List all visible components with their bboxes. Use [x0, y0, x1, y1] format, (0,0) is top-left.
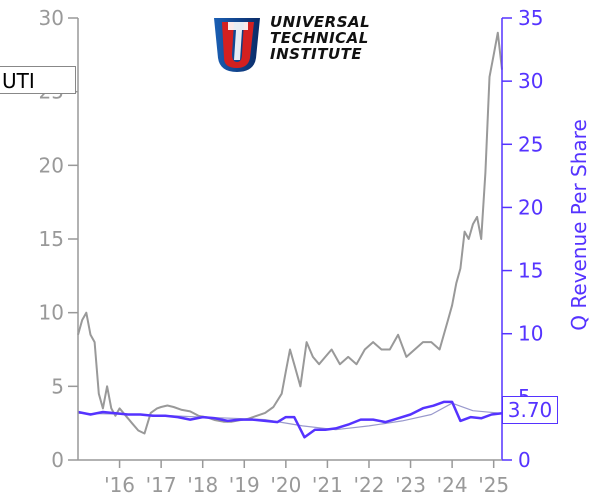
price-series: [77, 31, 503, 435]
x-tick-label: '17: [146, 473, 177, 497]
logo-wordmark: UNIVERSAL TECHNICAL INSTITUTE: [270, 14, 370, 62]
x-tick-label: '21: [312, 473, 343, 497]
right-y-axis: 05101520253035: [501, 6, 543, 472]
x-tick-label: '16: [104, 473, 135, 497]
left-tick-label: 15: [39, 227, 64, 251]
left-tick-label: 20: [39, 153, 64, 177]
logo-line-1: UNIVERSAL: [270, 13, 371, 31]
ticker-label: UTI: [0, 66, 76, 94]
x-tick-label: '20: [270, 473, 301, 497]
revenue-trend-series: [77, 402, 503, 431]
x-tick-label: '23: [395, 473, 426, 497]
x-tick-label: '18: [187, 473, 218, 497]
x-tick-label: '19: [229, 473, 260, 497]
left-tick-label: 10: [39, 301, 64, 325]
company-logo: UNIVERSAL TECHNICAL INSTITUTE: [208, 14, 378, 76]
x-tick-label: '25: [478, 473, 509, 497]
left-tick-label: 5: [51, 374, 64, 398]
x-axis: '16 '17 '18 '19 '20 '21 '22 '23 '24 '25: [78, 459, 509, 497]
logo-mark-icon: [214, 18, 260, 72]
right-tick-label: 35: [518, 6, 543, 30]
revenue-trend-line: [77, 402, 503, 431]
right-tick-label: 15: [518, 259, 543, 283]
x-tick-label: '22: [354, 473, 385, 497]
right-tick-label: 10: [518, 322, 543, 346]
right-tick-label: 25: [518, 132, 543, 156]
right-tick-label: 0: [518, 448, 531, 472]
revenue-line: [77, 400, 503, 439]
x-tick-label: '24: [437, 473, 468, 497]
last-value-badge: 3.70: [502, 396, 558, 424]
right-tick-label: 30: [518, 69, 543, 93]
right-y-axis-label: Q Revenue Per Share: [567, 119, 591, 331]
logo-line-3: INSTITUTE: [270, 45, 363, 63]
left-tick-label: 0: [51, 448, 64, 472]
price-line: [77, 31, 503, 435]
right-tick-label: 20: [518, 195, 543, 219]
left-tick-label: 30: [39, 6, 64, 30]
logo-line-2: TECHNICAL: [270, 29, 369, 47]
revenue-series: [77, 400, 503, 439]
